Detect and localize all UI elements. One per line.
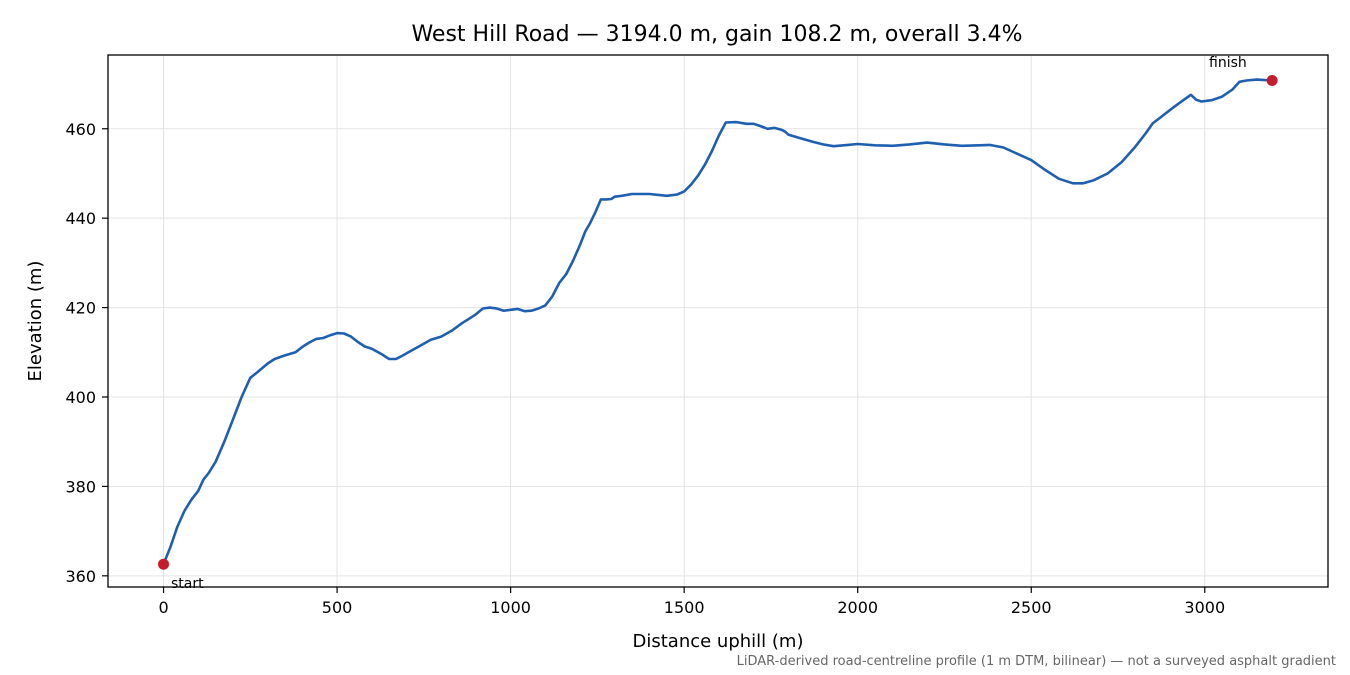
x-tick-label: 500	[322, 598, 353, 617]
x-tick-label: 1000	[490, 598, 531, 617]
x-tick-label: 2500	[1011, 598, 1052, 617]
x-tick-label: 0	[158, 598, 168, 617]
profile-line-group	[162, 78, 1274, 566]
axis-ticks: 0 500 1000 1500 2000 2500 3000 360 380 400 420 440 4…	[65, 120, 1225, 617]
endpoint-markers	[158, 74, 1278, 570]
footnote: LiDAR-derived road-centreline profile (1…	[737, 654, 1336, 669]
start-point-marker	[158, 558, 170, 570]
y-tick-label: 440	[65, 209, 96, 228]
start-label: start	[171, 576, 204, 592]
elevation-profile-line	[162, 78, 1274, 566]
y-tick-label: 360	[65, 567, 96, 586]
plot-background	[108, 55, 1328, 587]
y-tick-label: 420	[65, 299, 96, 318]
plot-frame	[107, 54, 1329, 588]
x-tick-label: 1500	[664, 598, 705, 617]
y-tick-label: 380	[65, 477, 96, 496]
y-axis-label: Elevation (m)	[25, 261, 46, 382]
chart-title: West Hill Road — 3194.0 m, gain 108.2 m,…	[411, 22, 1022, 47]
x-axis-label: Distance uphill (m)	[633, 631, 804, 652]
y-tick-label: 460	[65, 120, 96, 139]
finish-label: finish	[1209, 55, 1247, 71]
x-tick-label: 3000	[1184, 598, 1225, 617]
finish-point-marker	[1266, 74, 1278, 86]
grid-lines	[108, 55, 1328, 587]
y-tick-label: 400	[65, 388, 96, 407]
x-tick-label: 2000	[837, 598, 878, 617]
